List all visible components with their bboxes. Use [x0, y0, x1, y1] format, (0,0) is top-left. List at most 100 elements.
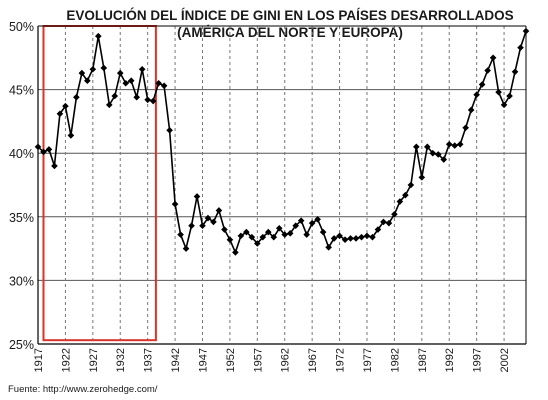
- data-point: [314, 216, 321, 223]
- data-point: [105, 101, 113, 109]
- data-point: [221, 226, 228, 233]
- data-point: [489, 54, 497, 62]
- data-point: [232, 249, 239, 256]
- data-point: [138, 65, 146, 73]
- data-point: [188, 222, 195, 230]
- data-point: [259, 233, 267, 241]
- data-point: [456, 140, 464, 148]
- data-point: [434, 151, 442, 158]
- data-point: [144, 96, 151, 104]
- data-point: [303, 231, 310, 238]
- x-tick-label: 1932: [115, 348, 127, 372]
- data-point: [45, 146, 53, 153]
- data-point: [506, 92, 513, 100]
- data-point: [325, 244, 332, 251]
- y-tick-label: 50%: [9, 20, 34, 34]
- data-point: [286, 230, 294, 237]
- data-point: [40, 148, 47, 156]
- data-point: [347, 235, 354, 242]
- data-point: [391, 210, 398, 218]
- data-point: [500, 101, 508, 109]
- data-point: [127, 77, 135, 84]
- data-point: [248, 233, 256, 241]
- x-tick-label: 1942: [170, 348, 182, 372]
- data-point: [297, 217, 305, 224]
- data-point: [78, 69, 86, 77]
- data-point: [62, 102, 69, 110]
- data-point: [281, 231, 289, 238]
- data-point: [352, 235, 360, 242]
- data-point: [413, 143, 420, 151]
- data-series: [34, 27, 530, 256]
- data-point: [522, 27, 530, 35]
- data-point: [122, 79, 130, 87]
- data-point: [369, 233, 376, 241]
- y-tick-label: 30%: [9, 274, 34, 288]
- x-tick-label: 1967: [307, 348, 319, 372]
- data-point: [445, 140, 453, 148]
- data-point: [440, 156, 448, 163]
- x-tick-label: 1922: [60, 348, 72, 372]
- x-tick-label: 1952: [225, 348, 237, 372]
- data-point: [182, 245, 190, 252]
- x-tick-label: 1977: [362, 348, 374, 372]
- data-point: [418, 174, 426, 181]
- x-tick-label: 1972: [335, 348, 347, 372]
- data-point: [243, 228, 250, 236]
- data-point: [95, 32, 102, 40]
- data-point: [73, 93, 80, 101]
- data-point: [407, 181, 415, 189]
- data-point: [270, 233, 278, 241]
- data-point: [237, 232, 245, 240]
- data-point: [484, 67, 491, 74]
- data-point: [424, 143, 431, 151]
- data-point: [166, 127, 173, 134]
- x-tick-label: 1917: [33, 348, 45, 372]
- x-tick-label: 1947: [197, 348, 209, 372]
- data-point: [199, 222, 206, 230]
- data-point: [171, 200, 179, 208]
- highlight-box: [42, 25, 157, 342]
- data-point: [495, 88, 502, 96]
- grid-lines: [38, 25, 526, 344]
- data-point: [160, 82, 168, 90]
- data-point: [319, 228, 327, 236]
- y-tick-label: 35%: [9, 211, 34, 225]
- data-point: [67, 132, 75, 139]
- chart-subtitle: (AMÉRICA DEL NORTE Y EUROPA): [177, 25, 403, 40]
- x-tick-label: 1962: [280, 348, 292, 372]
- data-point: [358, 233, 365, 241]
- data-point: [116, 69, 124, 77]
- data-point: [111, 92, 119, 100]
- data-point: [467, 106, 475, 114]
- data-point: [478, 81, 486, 88]
- series-line: [37, 30, 527, 255]
- data-point: [193, 193, 201, 200]
- data-point: [226, 236, 234, 243]
- data-point: [363, 232, 371, 240]
- data-point: [517, 44, 524, 51]
- data-point: [89, 65, 97, 73]
- data-point: [380, 218, 387, 226]
- x-tick-label: 1937: [143, 348, 155, 372]
- data-point: [402, 191, 409, 199]
- data-point: [264, 228, 272, 236]
- data-point: [341, 236, 349, 243]
- data-point: [336, 232, 343, 240]
- data-point: [215, 207, 223, 214]
- y-tick-label: 45%: [9, 84, 34, 98]
- data-point: [254, 240, 261, 247]
- x-axis-ticks: 1917 1922 1927 1932 1937 1942 1947 1952 1957 1962…: [33, 348, 511, 372]
- data-point: [429, 149, 437, 157]
- x-tick-label: 1987: [417, 348, 429, 372]
- source-note: Fuente: http://www.zerohedge.com/: [8, 384, 158, 395]
- data-point: [451, 142, 459, 149]
- data-point: [473, 91, 480, 98]
- highlight-rectangle: [42, 25, 157, 342]
- data-point: [100, 64, 108, 72]
- data-point: [155, 79, 162, 87]
- x-tick-label: 1957: [252, 348, 264, 372]
- data-point: [210, 218, 217, 226]
- data-point: [133, 93, 140, 101]
